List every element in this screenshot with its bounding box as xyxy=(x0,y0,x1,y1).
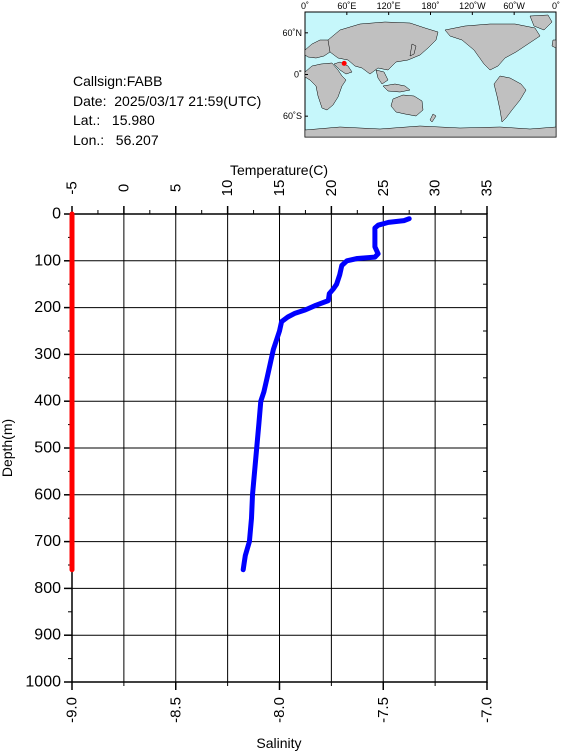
depth-tick-label: 1000 xyxy=(25,674,61,691)
temperature-ticks: -5 0 5 10 15 20 25 30 35 xyxy=(64,180,496,214)
lat-text: Lat.: 15.980 xyxy=(73,112,155,128)
callsign-text: Callsign:FABB xyxy=(73,73,163,89)
land-africa xyxy=(304,62,347,111)
salinity-tick-label: -7.5 xyxy=(375,697,392,723)
land-japan xyxy=(409,43,417,57)
depth-tick-label: 600 xyxy=(34,486,61,503)
map-lon-label: 120˚E xyxy=(377,1,401,11)
depth-tick-label: 0 xyxy=(52,206,61,223)
land-south-america xyxy=(493,75,527,123)
map-lon-label: 0˚ xyxy=(552,1,560,11)
land-seasia xyxy=(375,69,389,85)
series-layer xyxy=(69,211,412,573)
depth-tick-label: 500 xyxy=(34,440,61,457)
depth-tick-label: 300 xyxy=(34,346,61,363)
land-nz xyxy=(429,113,437,123)
map-lon-label: 0˚ xyxy=(301,1,309,11)
land-asia xyxy=(327,21,439,75)
map-lon-label: 60˚E xyxy=(337,1,356,11)
temperature-profile-line xyxy=(240,216,412,573)
salinity-axis-label: Salinity xyxy=(256,735,301,751)
world-map: 0˚ 60˚E 120˚E 180˚ 120˚W 60˚W 0˚ 60˚N 0˚ 60˚S xyxy=(282,1,560,138)
map-labels: 0˚ 60˚E 120˚E 180˚ 120˚W 60˚W 0˚ 60˚N 0˚ 60˚S xyxy=(282,1,560,121)
temperature-tick-label: 10 xyxy=(219,180,236,197)
temperature-tick-label: 30 xyxy=(427,180,444,197)
depth-tick-label: 200 xyxy=(34,299,61,316)
chart-grid xyxy=(71,213,488,683)
salinity-tick-label: -8.5 xyxy=(167,697,184,723)
depth-tick-label: 700 xyxy=(34,533,61,550)
temperature-axis-label: Temperature(C) xyxy=(230,162,328,178)
map-lon-label: 60˚W xyxy=(503,1,525,11)
map-lat-label: 60˚N xyxy=(282,28,302,38)
lon-text: Lon.: 56.207 xyxy=(73,131,159,148)
temperature-tick-label: 0 xyxy=(115,184,132,192)
land-north-america xyxy=(444,23,541,71)
land-greenland xyxy=(529,14,553,31)
date-text: Date: 2025/03/17 21:59(UTC) xyxy=(73,92,262,109)
land-uk xyxy=(551,39,557,49)
land-indonesia xyxy=(382,83,411,93)
minor-ticks xyxy=(68,210,487,686)
map-lon-label: 120˚W xyxy=(459,1,486,11)
depth-tick-label: 800 xyxy=(34,580,61,597)
map-lon-label: 180˚ xyxy=(421,1,439,11)
map-lat-label: 0˚ xyxy=(294,70,302,80)
map-graticule xyxy=(304,12,557,117)
temperature-tick-label: 25 xyxy=(375,180,392,197)
salinity-tick-label: -9.0 xyxy=(64,697,81,723)
map-land xyxy=(304,14,557,138)
station-info: Callsign:FABB Date: 2025/03/17 21:59(UTC… xyxy=(73,72,261,150)
salinity-tick-label: -8.0 xyxy=(271,697,288,723)
station-marker xyxy=(341,60,347,66)
map-lat-label: 60˚S xyxy=(283,111,302,121)
land-arabia xyxy=(333,61,353,75)
depth-tick-label: 400 xyxy=(34,393,61,410)
depth-tick-label: 100 xyxy=(34,252,61,269)
temperature-tick-label: 20 xyxy=(323,180,340,197)
temperature-tick-label: -5 xyxy=(64,181,81,194)
temperature-tick-label: 5 xyxy=(167,184,184,192)
land-australia xyxy=(390,94,424,117)
temperature-tick-label: 35 xyxy=(479,180,496,197)
salinity-ticks: -9.0 -8.5 -8.0 -7.5 -7.0 xyxy=(64,682,496,723)
depth-ticks: 0 100 200 300 400 500 600 700 800 900 1000 xyxy=(25,206,72,691)
depth-axis-label: Depth(m) xyxy=(0,419,15,477)
salinity-tick-label: -7.0 xyxy=(479,697,496,723)
land-antarctica xyxy=(304,125,557,138)
depth-tick-label: 900 xyxy=(34,627,61,644)
temperature-tick-label: 15 xyxy=(271,180,288,197)
plot-frame xyxy=(71,213,488,683)
